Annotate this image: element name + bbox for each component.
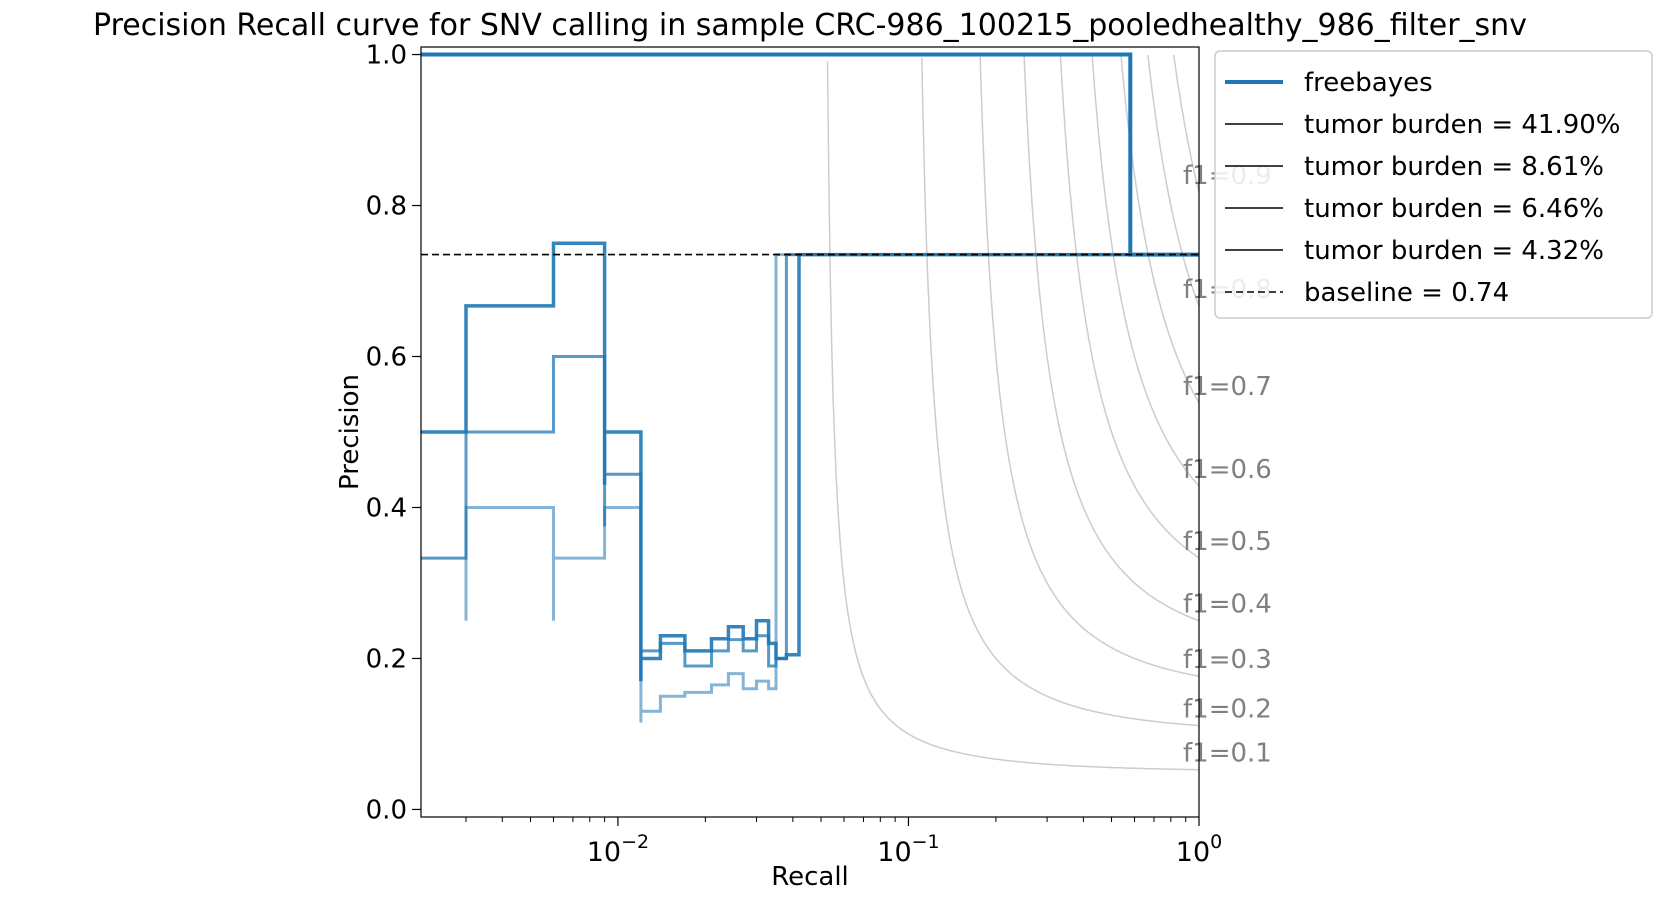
- legend-label: tumor burden = 4.32%: [1304, 236, 1604, 266]
- f1-label: f1=0.6: [1183, 455, 1272, 485]
- f1-isoline: [1091, 55, 1199, 487]
- x-tick-label: 100: [1176, 831, 1222, 868]
- f1-label: f1=0.5: [1183, 527, 1272, 557]
- f1-label: f1=0.4: [1183, 590, 1272, 620]
- f1-label: f1=0.2: [1183, 695, 1272, 725]
- f1-isoline: [1172, 54, 1199, 192]
- f1-isoline: [826, 61, 1199, 771]
- f1-isoline: [921, 57, 1199, 727]
- plot-frame: [420, 46, 1200, 818]
- pr-curves: [421, 52, 1199, 723]
- f1-isoline: [1023, 56, 1199, 622]
- f1-isoline: [1059, 55, 1199, 559]
- x-axis: 10−2 10−1 100: [465, 817, 1222, 868]
- legend-label: tumor burden = 8.61%: [1304, 152, 1604, 182]
- pr-curve: [421, 52, 1199, 257]
- f1-label: f1=0.7: [1183, 372, 1272, 402]
- y-axis: 0.0 0.2 0.4 0.6 0.8 1.0: [366, 41, 421, 825]
- legend-label: tumor burden = 6.46%: [1304, 194, 1604, 224]
- chart-title: Precision Recall curve for SNV calling i…: [93, 8, 1527, 43]
- legend-label: tumor burden = 41.90%: [1304, 110, 1621, 140]
- y-tick-label: 0.6: [366, 343, 407, 373]
- y-tick-label: 0.2: [366, 644, 407, 674]
- y-tick-label: 0.8: [366, 192, 407, 222]
- pr-curve: [464, 253, 1199, 723]
- x-axis-label: Recall: [771, 862, 849, 892]
- legend-label: baseline = 0.74: [1304, 278, 1509, 308]
- pr-curve: [421, 253, 1199, 682]
- y-tick-label: 0.0: [366, 795, 407, 825]
- f1-isoline: [979, 56, 1199, 677]
- pr-curve: [421, 241, 1199, 682]
- y-axis-label: Precision: [335, 374, 365, 490]
- legend-box: [1214, 50, 1653, 319]
- f1-isoline: [1147, 55, 1199, 307]
- f1-isolines: [826, 54, 1199, 771]
- y-tick-label: 0.4: [366, 493, 407, 523]
- x-tick-label: 10−2: [587, 831, 649, 868]
- f1-isoline: [1120, 55, 1199, 404]
- f1-label: f1=0.3: [1183, 645, 1272, 675]
- legend: freebayes tumor burden = 41.90% tumor burd…: [1214, 50, 1653, 319]
- f1-label: f1=0.1: [1183, 739, 1272, 769]
- y-tick-label: 1.0: [366, 41, 407, 71]
- x-tick-label: 10−1: [877, 831, 939, 868]
- legend-label: freebayes: [1304, 68, 1433, 98]
